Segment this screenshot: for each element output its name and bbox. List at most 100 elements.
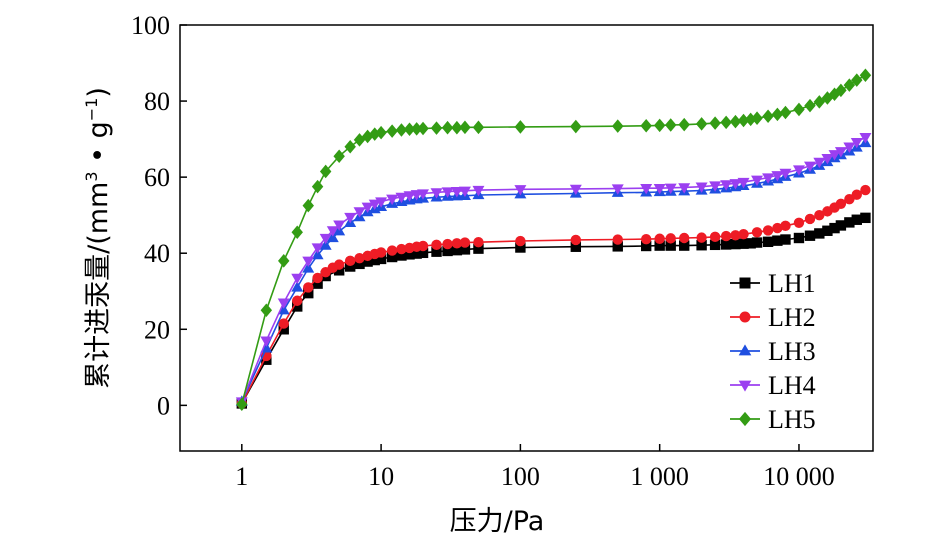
data-point: [354, 258, 365, 270]
data-point: [344, 212, 357, 224]
series-group: [235, 68, 872, 411]
data-point: [640, 233, 652, 245]
data-point: [640, 184, 653, 195]
data-point: [431, 246, 442, 257]
data-point: [375, 197, 388, 208]
data-point: [738, 380, 752, 392]
data-point: [859, 68, 872, 82]
data-point: [311, 248, 324, 260]
data-point: [679, 232, 690, 244]
data-point: [860, 212, 871, 224]
data-point: [834, 147, 847, 158]
data-point: [653, 118, 666, 133]
data-point: [450, 187, 463, 198]
data-point: [739, 311, 751, 323]
data-point: [291, 281, 304, 292]
data-point: [695, 117, 708, 131]
data-point: [762, 236, 774, 248]
data-point: [822, 225, 833, 236]
data-point: [459, 120, 471, 135]
data-point: [396, 243, 407, 255]
data-point: [441, 120, 454, 135]
data-point: [291, 273, 304, 285]
data-point: [459, 237, 471, 248]
data-point: [850, 137, 863, 149]
data-point: [793, 232, 805, 244]
data-point: [780, 220, 791, 232]
data-point: [664, 183, 677, 195]
data-point: [236, 397, 248, 411]
data-point: [403, 191, 416, 202]
y-tick-label: 0: [157, 391, 170, 420]
data-point: [678, 117, 690, 132]
data-point: [709, 116, 721, 130]
data-point: [654, 233, 665, 244]
data-point: [514, 120, 527, 134]
data-point: [386, 194, 399, 206]
data-point: [814, 228, 825, 239]
data-point: [375, 253, 387, 265]
data-point: [678, 183, 691, 194]
data-point: [745, 238, 756, 249]
data-point: [375, 247, 387, 258]
data-point: [792, 165, 805, 176]
legend: LH1 LH2 LH3 LH4 LH5: [730, 269, 816, 434]
data-point: [665, 240, 676, 251]
data-point: [451, 238, 463, 249]
data-point: [829, 222, 840, 234]
data-point: [326, 231, 339, 243]
data-point: [665, 233, 676, 244]
data-point: [570, 234, 582, 246]
data-point: [738, 228, 749, 240]
x-axis-title: 压力/Pa: [450, 506, 545, 537]
legend-label: LH3: [768, 337, 816, 366]
data-point: [369, 127, 381, 141]
legend-item-lh5: LH5: [730, 405, 816, 434]
data-point: [458, 186, 471, 198]
data-point: [679, 240, 690, 251]
data-point: [654, 240, 665, 251]
series-lh2: [236, 184, 871, 409]
data-point: [851, 214, 862, 225]
data-point: [431, 239, 442, 251]
y-axis-title: 累计进汞量/(mm3 • g−1): [82, 87, 114, 389]
data-point: [333, 259, 345, 270]
data-point: [311, 179, 324, 194]
data-point: [386, 251, 398, 263]
data-point: [396, 250, 407, 261]
data-point: [793, 102, 805, 117]
data-point: [835, 198, 847, 209]
y-axis-title-end: ): [83, 87, 114, 98]
data-point: [762, 225, 774, 236]
data-point: [278, 324, 289, 335]
data-point: [361, 129, 374, 144]
data-point: [302, 256, 315, 268]
data-point: [368, 199, 381, 211]
data-point: [278, 254, 290, 268]
data-point: [441, 187, 454, 198]
data-point: [333, 149, 345, 163]
data-point: [739, 277, 751, 289]
data-point: [771, 171, 784, 182]
data-point: [410, 122, 423, 136]
data-point: [319, 164, 332, 179]
data-point: [751, 237, 763, 248]
x-tick-label: 10: [368, 462, 394, 491]
data-point: [813, 95, 826, 109]
data-point: [709, 181, 722, 192]
y-tick-label: 100: [131, 11, 170, 40]
data-point: [720, 230, 732, 242]
data-point: [664, 118, 677, 132]
data-point: [859, 133, 872, 144]
data-point: [730, 230, 741, 241]
data-point: [709, 239, 721, 251]
data-point: [326, 226, 339, 237]
data-point: [709, 231, 721, 243]
data-point: [729, 179, 742, 190]
data-point: [821, 153, 834, 165]
legend-item-lh3: LH3: [730, 337, 816, 366]
data-point: [835, 83, 847, 98]
data-point: [411, 248, 422, 259]
data-point: [291, 225, 303, 240]
